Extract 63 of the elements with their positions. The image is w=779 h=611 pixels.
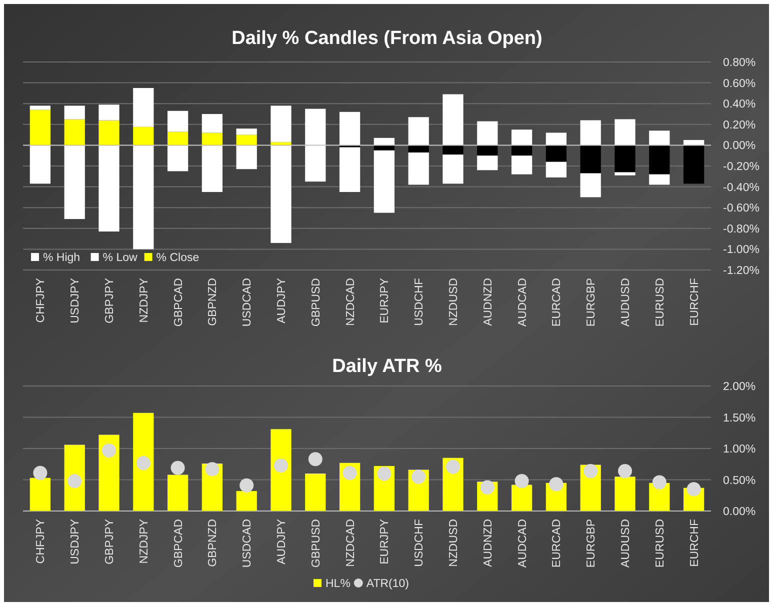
x-tick-label: EURGBP <box>586 278 598 327</box>
y-tick-label: 1.00% <box>723 444 756 456</box>
x-tick-label: AUDNZD <box>482 278 494 326</box>
x-tick-label: GBPNZD <box>207 519 220 567</box>
x-tick-label: AUDNZD <box>482 519 494 567</box>
y-tick-label: -1.20% <box>723 265 760 278</box>
x-tick-label: USDCHF <box>414 519 426 567</box>
y-tick-label: 0.60% <box>723 78 756 90</box>
y-tick-label: -0.20% <box>723 161 760 174</box>
x-tick-label: GBPJPY <box>104 518 116 564</box>
x-tick-label: USDJPY <box>70 278 82 324</box>
y-tick-label: 0.20% <box>723 119 756 132</box>
chart-title: Daily ATR % <box>332 356 442 377</box>
x-tick-label: USDCAD <box>242 519 254 568</box>
x-tick-label: GBPNZD <box>207 278 220 326</box>
x-tick-label: NZDCAD <box>344 278 357 326</box>
x-tick-label: EURUSD <box>654 519 666 568</box>
x-tick-label: AUDCAD <box>516 278 529 327</box>
x-tick-label: GBPCAD <box>172 278 185 327</box>
x-tick-label: NZDUSD <box>448 519 460 567</box>
x-tick-label: AUDCAD <box>516 519 529 568</box>
y-tick-label: -0.60% <box>723 202 760 215</box>
x-tick-label: EURCHF <box>688 278 701 326</box>
x-tick-label: NZDJPY <box>138 278 150 323</box>
x-tick-label: AUDJPY <box>276 278 288 324</box>
x-tick-label: CHFJPY <box>35 278 48 323</box>
x-tick-label: CHFJPY <box>35 518 48 564</box>
y-tick-label: 1.50% <box>723 412 756 424</box>
legend-label: ATR(10) <box>366 578 410 590</box>
x-tick-label: GBPUSD <box>310 278 322 327</box>
x-tick-label: NZDCAD <box>344 519 357 567</box>
y-tick-label: 0.50% <box>723 474 756 487</box>
x-tick-label: GBPCAD <box>172 519 185 568</box>
x-tick-label: AUDUSD <box>620 278 632 327</box>
y-tick-label: -0.40% <box>723 182 760 194</box>
x-tick-label: EURCAD <box>551 278 564 327</box>
x-tick-label: GBPJPY <box>104 278 116 324</box>
x-tick-label: GBPUSD <box>310 519 322 568</box>
x-tick-label: EURJPY <box>379 278 392 324</box>
y-tick-label: 0.80% <box>723 57 756 70</box>
legend-label: % Low <box>102 252 138 264</box>
x-tick-label: AUDJPY <box>276 518 288 564</box>
x-tick-label: AUDUSD <box>620 519 632 568</box>
x-tick-label: EURJPY <box>379 518 392 564</box>
y-tick-label: 0.00% <box>723 140 756 152</box>
chart-title: Daily % Candles (From Asia Open) <box>232 28 542 49</box>
x-tick-label: EURCHF <box>688 519 701 567</box>
y-tick-label: 0.40% <box>723 98 756 111</box>
legend-label: % High <box>43 252 80 264</box>
x-tick-label: EURCAD <box>551 519 564 568</box>
legend-label: HL% <box>326 578 350 590</box>
y-tick-label: 2.00% <box>723 381 756 394</box>
x-tick-label: USDCHF <box>414 278 426 326</box>
y-tick-label: -1.00% <box>723 244 760 256</box>
x-tick-label: EURGBP <box>586 518 598 568</box>
y-tick-label: 0.00% <box>723 506 756 518</box>
legend-label: % Close <box>156 252 200 264</box>
x-tick-label: NZDJPY <box>138 518 150 564</box>
x-tick-label: USDJPY <box>70 518 82 564</box>
x-tick-label: NZDUSD <box>448 278 460 326</box>
y-tick-label: -0.80% <box>723 223 760 236</box>
x-tick-label: EURUSD <box>654 278 666 327</box>
x-tick-label: USDCAD <box>242 278 254 327</box>
